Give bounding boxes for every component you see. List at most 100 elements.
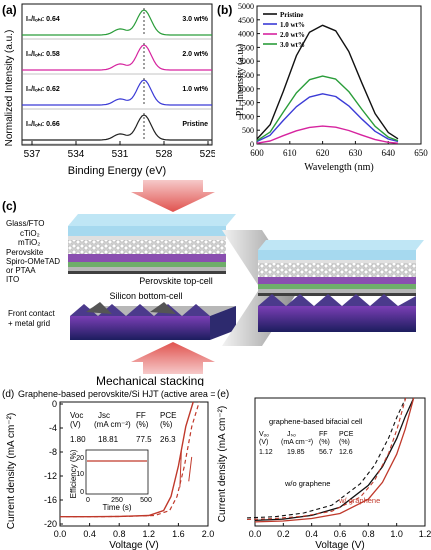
layer-mtio2: mTiO₂ [18, 238, 40, 247]
x-tick-label: 528 [156, 149, 173, 160]
y-tick-label: 0 [52, 399, 57, 409]
y-tick-label: 2000 [238, 85, 254, 94]
panel-a-xlabel: Binding Energy (eV) [68, 165, 166, 177]
x-tick-label: 0.0 [54, 529, 67, 539]
e-table-v0: 1.12 [259, 449, 273, 456]
x-tick-label: 630 [349, 148, 363, 158]
d-table-h0: Voc [70, 411, 83, 420]
panel-e-label: (e) [217, 389, 229, 400]
panel-b-ylabel: PL Intensity (a.u.) [235, 44, 246, 116]
layer-spiro: Spiro-OMeTAD [6, 257, 60, 266]
x-tick-label: 620 [316, 148, 330, 158]
y-tick-label: 4500 [238, 16, 254, 25]
e-table-h3: PCE [339, 431, 354, 438]
x-tick-label: 537 [24, 149, 41, 160]
e-table-u1: (mA cm⁻²) [281, 439, 313, 446]
y-tick-label: 1000 [238, 112, 254, 121]
d-table-v2: 77.5 [136, 435, 152, 444]
pl-series-line [256, 24, 399, 140]
trace-ratio: I₀/Iₒₕₗ: 0.62 [26, 86, 60, 93]
d-table-v1: 18.81 [98, 435, 119, 444]
x-tick-label: 0.8 [113, 529, 126, 539]
x-tick-label: 0.0 [249, 529, 262, 539]
y-tick-label: 2500 [238, 71, 254, 80]
panel-d-ylabel: Current density (mA cm⁻²) [6, 413, 17, 529]
trace-name: 2.0 wt% [182, 51, 208, 58]
panel-b-label: (b) [217, 3, 232, 17]
e-table-u3: (%) [339, 439, 350, 446]
x-tick-label: 610 [283, 148, 297, 158]
e-table-v1: 19.85 [287, 449, 305, 456]
panel-d: (d) Graphene-based perovskite/Si HJT (ac… [2, 389, 215, 550]
panel-d-label: (d) [2, 389, 14, 400]
jv-reverse-curve [66, 401, 200, 518]
x-tick-label: 0.2 [277, 529, 290, 539]
trace-name: 1.0 wt% [182, 86, 208, 93]
silicon-bottom-cell-label: Silicon bottom-cell [109, 291, 182, 301]
pl-series-line [256, 93, 399, 143]
d-table-v3: 26.3 [160, 435, 176, 444]
panel-e-ylabel: Current density (mA cm⁻²) [217, 406, 228, 522]
pl-series-line [256, 75, 399, 142]
x-tick-label: 0.4 [83, 529, 96, 539]
e-table-h0: Vₒₒ [259, 431, 269, 438]
d-table-u2: (%) [136, 420, 149, 429]
y-tick-label: 500 [242, 126, 254, 135]
x-tick-label: 0.6 [334, 529, 347, 539]
mechanical-stacking-label: Mechanical stacking [96, 374, 204, 386]
perovskite-top-cell-stack [68, 214, 236, 274]
x-tick-label: 0.4 [305, 529, 318, 539]
panel-d-frame [59, 401, 209, 527]
x-tick-label: 531 [112, 149, 129, 160]
x-tick-label: 640 [381, 148, 395, 158]
trace-ratio: I₀/Iₒₕₗ: 0.58 [26, 51, 60, 58]
y-tick-label: -20 [44, 519, 57, 529]
arrow-down-icon [131, 180, 215, 212]
panel-a-label: (a) [2, 3, 17, 17]
panel-e: (e) Current density (mA cm⁻²) 0.0 0.2 0.4 0… [217, 389, 431, 550]
y-tick-label: -4 [49, 423, 57, 433]
e-table-v2: 56.7 [319, 449, 333, 456]
y-tick-label: 5000 [238, 2, 254, 11]
scan-arrow-icon [179, 450, 182, 488]
panel-d-title: Graphene-based perovskite/Si HJT (active… [18, 389, 215, 399]
d-table-u0: (V) [70, 420, 81, 429]
inset-xlabel: Time (s) [102, 503, 131, 512]
e-table-h2: FF [319, 431, 328, 438]
layer-glass-fto: Glass/FTO [6, 219, 45, 228]
d-table-h1: Jsc [98, 411, 110, 420]
d-table-h2: FF [136, 411, 146, 420]
efficiency-inset [85, 449, 149, 495]
jv-bifacial-curve [254, 397, 415, 523]
jv-bifacial-curve-dashed [246, 397, 407, 519]
panel-b-xlabel: Wavelength (nm) [304, 162, 373, 173]
panel-e-xlabel: Voltage (V) [315, 540, 364, 550]
y-tick-label: 3000 [238, 57, 254, 66]
legend-label: Pristine [280, 11, 303, 19]
metal-grid-label: + metal grid [8, 319, 50, 328]
d-table-v0: 1.80 [70, 435, 86, 444]
inset-ytick-1: 10 [76, 471, 84, 478]
trace-ratio: I₀/Iₒₕₗ: 0.64 [26, 16, 60, 23]
x-tick-label: 1.2 [419, 529, 431, 539]
x-tick-label: 1.2 [143, 529, 156, 539]
y-tick-label: 4000 [238, 30, 254, 39]
scan-arrow-icon [188, 456, 193, 482]
pl-series-line [256, 125, 399, 144]
x-tick-label: 1.0 [390, 529, 403, 539]
inset-xtick-0: 0 [86, 497, 90, 504]
xps-trace [22, 44, 212, 71]
trace-name: Pristine [182, 121, 208, 128]
panel-a-frame [21, 3, 213, 146]
front-contact-label: Front contact [8, 309, 55, 318]
d-table-u3: (%) [160, 420, 173, 429]
jv-forward-curve [60, 401, 194, 518]
panel-c: (c) Glass/FTO cTiO₂ mTiO₂ Perovskite Spi… [2, 180, 424, 386]
legend-label: 3.0 wt% [280, 41, 305, 49]
layer-ito: ITO [6, 275, 19, 284]
y-tick-label: 3500 [238, 43, 254, 52]
panel-a: (a) Normalized Intensity (a.u.) I₀/Iₒₕₗ:… [2, 3, 215, 177]
y-tick-label: 0 [250, 140, 254, 149]
layer-ptaa: or PTAA [6, 266, 36, 275]
inset-ylabel: Efficiency (%) [69, 449, 78, 498]
